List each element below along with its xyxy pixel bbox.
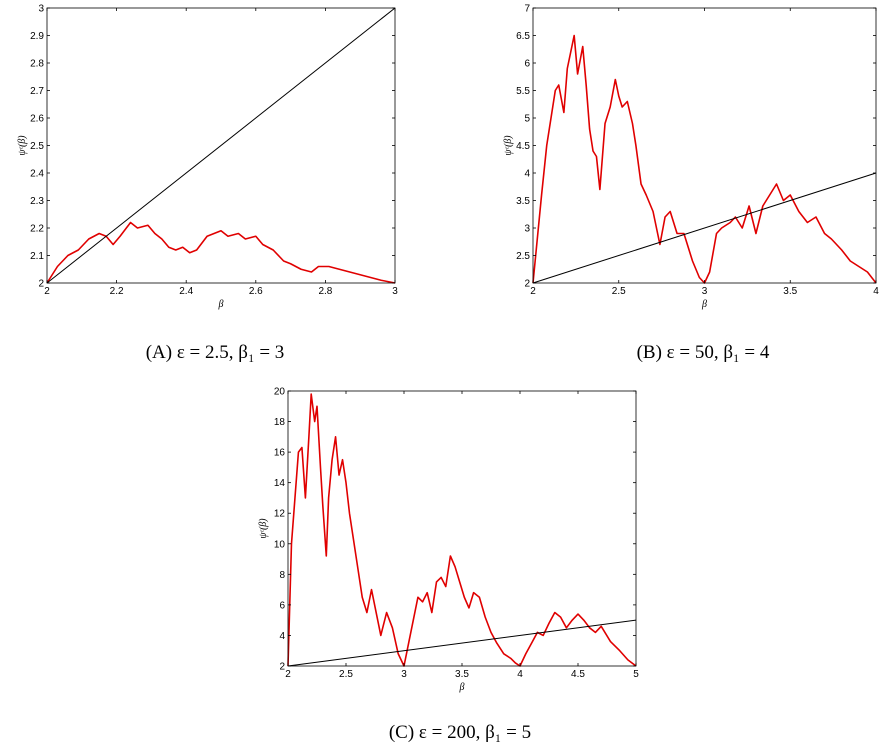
y-tick-label: 4 bbox=[524, 169, 530, 180]
y-tick-label: 2.9 bbox=[30, 31, 44, 42]
panel-b: 2 2.5 3 3.5 4 2 2.5 3 3.5 4 4.5 5 5.5 6 6.5 7 β ψᵋ(β) bbox=[503, 4, 879, 311]
x-axis-label: β bbox=[459, 682, 465, 693]
series-line-red bbox=[532, 34, 877, 284]
y-tick-label: 2.5 bbox=[516, 251, 530, 262]
x-tick-label: 4 bbox=[873, 286, 879, 297]
x-tick-label: 2.6 bbox=[249, 286, 263, 297]
plot-area bbox=[288, 391, 636, 666]
y-tick-label: 8 bbox=[279, 570, 285, 581]
y-tick-label: 6 bbox=[279, 600, 285, 611]
x-tick-label: 3 bbox=[702, 286, 708, 297]
series-line-red bbox=[287, 393, 637, 667]
y-axis-label: ψᵋ(β) bbox=[503, 135, 514, 156]
y-tick-label: 2.1 bbox=[30, 251, 44, 262]
y-tick-label: 2.8 bbox=[30, 59, 44, 70]
x-tick-label: 3 bbox=[401, 669, 407, 680]
y-tick-label: 2.4 bbox=[30, 169, 44, 180]
y-tick-label: 3.5 bbox=[516, 196, 530, 207]
x-tick-label: 2.8 bbox=[318, 286, 332, 297]
y-tick-label: 3 bbox=[38, 4, 44, 15]
y-tick-label: 14 bbox=[274, 478, 286, 489]
panel-a: 2 2.2 2.4 2.6 2.8 3 2 2.1 2.2 2.3 2.4 2.5 2.6 2.7 2.8 2… bbox=[17, 4, 398, 311]
y-axis-label: ψᵋ(β) bbox=[17, 135, 28, 156]
x-tick-label: 2 bbox=[285, 669, 291, 680]
y-tick-label: 10 bbox=[274, 539, 286, 550]
x-axis-label: β bbox=[701, 299, 707, 310]
y-tick-label: 6 bbox=[524, 59, 530, 70]
x-tick-label: 2 bbox=[44, 286, 50, 297]
y-tick-label: 20 bbox=[274, 387, 286, 398]
y-tick-label: 12 bbox=[274, 509, 286, 520]
y-tick-label: 2 bbox=[279, 662, 285, 673]
y-tick-label: 2 bbox=[38, 279, 44, 290]
y-tick-label: 2.7 bbox=[30, 86, 44, 97]
y-tick-label: 16 bbox=[274, 448, 286, 459]
y-tick-label: 5.5 bbox=[516, 86, 530, 97]
x-tick-label: 3.5 bbox=[455, 669, 469, 680]
series-line-black bbox=[532, 172, 877, 284]
y-tick-label: 4.5 bbox=[516, 141, 530, 152]
caption-b: (B) ε = 50, β₁ = 4 bbox=[637, 342, 770, 363]
series-line-black bbox=[287, 619, 637, 667]
panel-c: 2 2.5 3 3.5 4 4.5 5 2 4 6 8 10 12 14 16 18 20 β ψᵋ(β) bbox=[258, 387, 639, 694]
x-tick-label: 3 bbox=[392, 286, 398, 297]
y-tick-label: 2.5 bbox=[30, 141, 44, 152]
y-tick-label: 5 bbox=[524, 114, 530, 125]
plot-area bbox=[533, 8, 876, 283]
x-tick-label: 3.5 bbox=[783, 286, 797, 297]
y-tick-label: 3 bbox=[524, 224, 530, 235]
x-tick-label: 4 bbox=[517, 669, 523, 680]
y-tick-label: 4 bbox=[279, 631, 285, 642]
y-tick-label: 18 bbox=[274, 417, 286, 428]
x-tick-label: 2.5 bbox=[612, 286, 626, 297]
x-tick-label: 4.5 bbox=[571, 669, 585, 680]
y-tick-label: 2 bbox=[524, 279, 530, 290]
y-tick-label: 2.2 bbox=[30, 224, 44, 235]
series-line-red bbox=[46, 221, 396, 284]
y-tick-label: 6.5 bbox=[516, 31, 530, 42]
x-tick-label: 5 bbox=[633, 669, 639, 680]
series-line-black bbox=[46, 7, 396, 284]
x-axis-label: β bbox=[218, 299, 224, 310]
y-tick-label: 2.3 bbox=[30, 196, 44, 207]
y-axis-label: ψᵋ(β) bbox=[258, 518, 269, 539]
x-tick-label: 2.2 bbox=[110, 286, 124, 297]
y-tick-label: 2.6 bbox=[30, 114, 44, 125]
x-tick-label: 2 bbox=[530, 286, 536, 297]
x-tick-label: 2.5 bbox=[339, 669, 353, 680]
y-tick-label: 7 bbox=[524, 4, 530, 15]
caption-c: (C) ε = 200, β₁ = 5 bbox=[389, 722, 531, 743]
caption-a: (A) ε = 2.5, β₁ = 3 bbox=[146, 342, 285, 363]
x-tick-label: 2.4 bbox=[179, 286, 193, 297]
